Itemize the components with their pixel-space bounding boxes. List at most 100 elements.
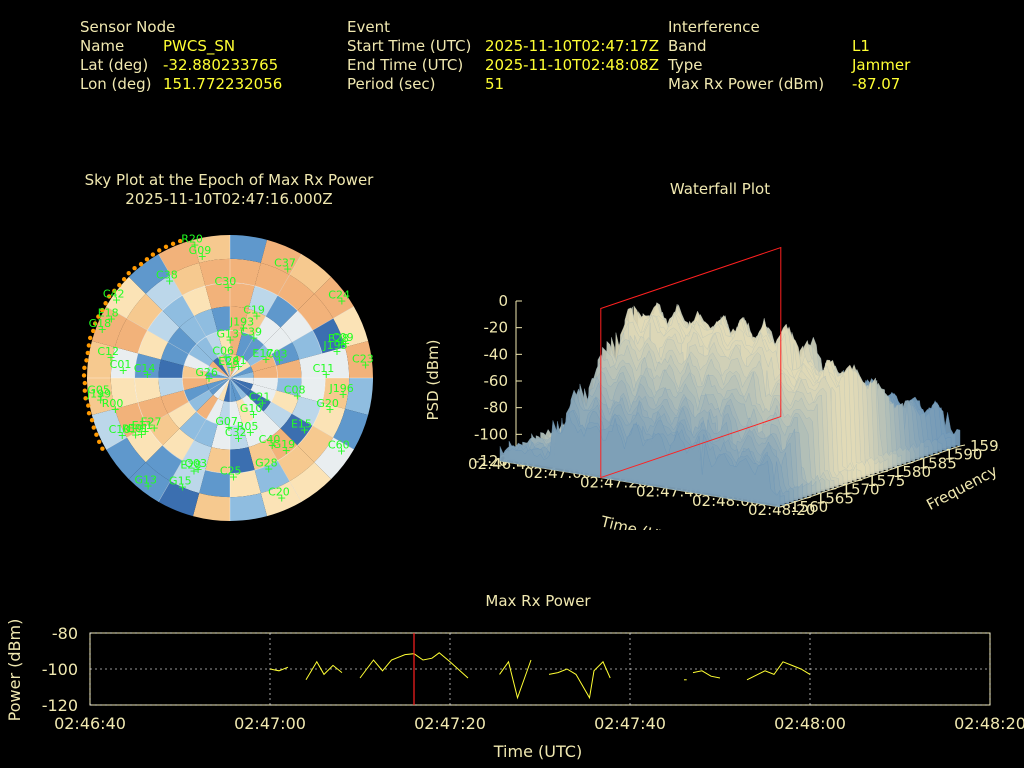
satellite-label: R05 xyxy=(237,420,259,433)
skyplot-cell xyxy=(179,316,207,345)
skyplot-spoke xyxy=(158,377,231,502)
skyplot-cell xyxy=(114,402,148,438)
satellite-cross: + xyxy=(98,323,107,336)
skyplot-cell xyxy=(192,493,230,521)
skyplot-cell xyxy=(168,327,197,355)
satellite-cross: + xyxy=(337,294,346,307)
horizon-marker xyxy=(100,446,105,451)
sensor-lat-value: -32.880233765 xyxy=(163,56,279,74)
psd-tick-label: -20 xyxy=(484,319,509,337)
satellite-cross: + xyxy=(249,408,258,421)
skyplot-cell xyxy=(277,445,315,482)
skyplot-cell xyxy=(248,285,278,317)
satellite-marker: +C11 xyxy=(313,362,335,381)
satellite-marker: +C14 xyxy=(134,362,156,381)
skyplot-spoke xyxy=(229,254,302,379)
satellite-cross: + xyxy=(119,364,128,377)
skyplot-cell xyxy=(158,481,200,517)
satellite-marker: +E15 xyxy=(291,418,312,437)
sensor-name-value: PWCS_SN xyxy=(163,37,236,55)
skyplot-cell xyxy=(158,378,184,397)
skyplot-cell xyxy=(271,342,300,366)
horizon-marker xyxy=(94,432,99,437)
satellite-marker: +J199 xyxy=(86,388,111,407)
skyplot-cell xyxy=(196,336,219,362)
skyplot-cell xyxy=(260,481,302,517)
skyplot-cell xyxy=(345,340,373,378)
satellite-label: G09 xyxy=(189,244,212,257)
power-y-tick-label: -120 xyxy=(42,696,78,715)
waterfall-title: Waterfall Plot xyxy=(669,180,771,198)
power-x-tick-label: 02:47:20 xyxy=(414,714,486,733)
satellite-marker: +C01 xyxy=(110,358,132,377)
satellite-marker: +E18 xyxy=(98,307,119,326)
satellite-label: C60 xyxy=(328,438,350,451)
satellite-label: C37 xyxy=(274,256,296,269)
skyplot-cell xyxy=(230,330,243,355)
power-trace xyxy=(305,660,343,681)
satellite-cross: + xyxy=(204,372,213,385)
skyplot-cell xyxy=(182,439,212,471)
sensor-lon-label: Lon (deg) xyxy=(80,75,152,93)
satellite-label: C08 xyxy=(284,383,306,396)
skyplot-cell xyxy=(206,378,230,390)
skyplot-cell xyxy=(160,390,189,414)
skyplot-cell xyxy=(162,295,195,328)
satellite-marker: +C03 xyxy=(266,348,288,367)
skyplot-cell xyxy=(213,378,230,399)
freq-tick xyxy=(805,496,811,499)
satellite-marker: +E01 xyxy=(128,422,149,441)
skyplot-cell xyxy=(322,347,350,378)
freq-tick-label: 1585 xyxy=(919,454,957,472)
satellite-label: C14 xyxy=(134,362,156,375)
skyplot-cell xyxy=(137,330,169,360)
satellite-cross: + xyxy=(325,403,334,416)
satellite-marker: +G13 xyxy=(134,474,157,493)
satellite-cross: + xyxy=(131,429,140,442)
skyplot-cell xyxy=(291,396,323,426)
freq-tick-label: 1570 xyxy=(841,481,879,499)
skyplot-cell xyxy=(230,378,254,390)
satellite-label: G20 xyxy=(316,397,339,410)
horizon-marker xyxy=(81,373,87,378)
sky-plot: +C32 +R05+E11+E28+C14+G26+G20+C09+C08+E27… xyxy=(81,233,374,521)
satellite-cross: + xyxy=(224,421,233,434)
satellite-label: C12 xyxy=(97,345,119,358)
satellite-cross: + xyxy=(258,397,267,410)
satellite-label: C40 xyxy=(259,433,281,446)
skyplot-spoke xyxy=(229,306,354,379)
satellite-marker: +G18 xyxy=(89,317,112,336)
satellite-marker: +C21 xyxy=(249,391,271,410)
sensor-heading: Sensor Node xyxy=(80,18,176,36)
psd-tick-label: -120 xyxy=(474,452,508,470)
skyplot-cell xyxy=(242,419,266,448)
freq-tick xyxy=(779,505,786,508)
skyplot-cell xyxy=(253,316,281,345)
skyplot-cell xyxy=(322,378,350,409)
skyplot-cell xyxy=(297,293,334,331)
skyplot-cell xyxy=(162,428,195,461)
skyplot-cell xyxy=(265,428,298,461)
satellite-label: C24 xyxy=(328,288,350,301)
skyplot-cell xyxy=(218,354,230,378)
skyplot-cell xyxy=(250,354,277,372)
horizon-marker xyxy=(86,403,91,408)
satellite-marker: +C09 xyxy=(332,331,354,350)
satellite-marker: +G26 xyxy=(195,366,218,385)
skyplot-cell xyxy=(230,378,251,395)
skyplot-cell xyxy=(277,274,315,311)
satellite-cross: + xyxy=(96,394,105,407)
satellite-label: C06 xyxy=(212,344,234,357)
psd-tick-label: 0 xyxy=(498,292,508,310)
event-end-label: End Time (UTC) xyxy=(347,56,464,74)
skyplot-cell xyxy=(230,371,254,378)
skyplot-cell xyxy=(312,318,346,354)
skyplot-cell xyxy=(230,354,242,378)
satellite-label: E27 xyxy=(141,415,162,428)
skyplot-cell xyxy=(128,462,171,502)
skyplot-cell xyxy=(91,306,127,348)
satellite-label: C01 xyxy=(110,358,132,371)
event-start-value: 2025-11-10T02:47:17Z xyxy=(485,37,659,55)
satellite-cross: + xyxy=(165,274,174,287)
skyplot-cell xyxy=(158,239,200,275)
